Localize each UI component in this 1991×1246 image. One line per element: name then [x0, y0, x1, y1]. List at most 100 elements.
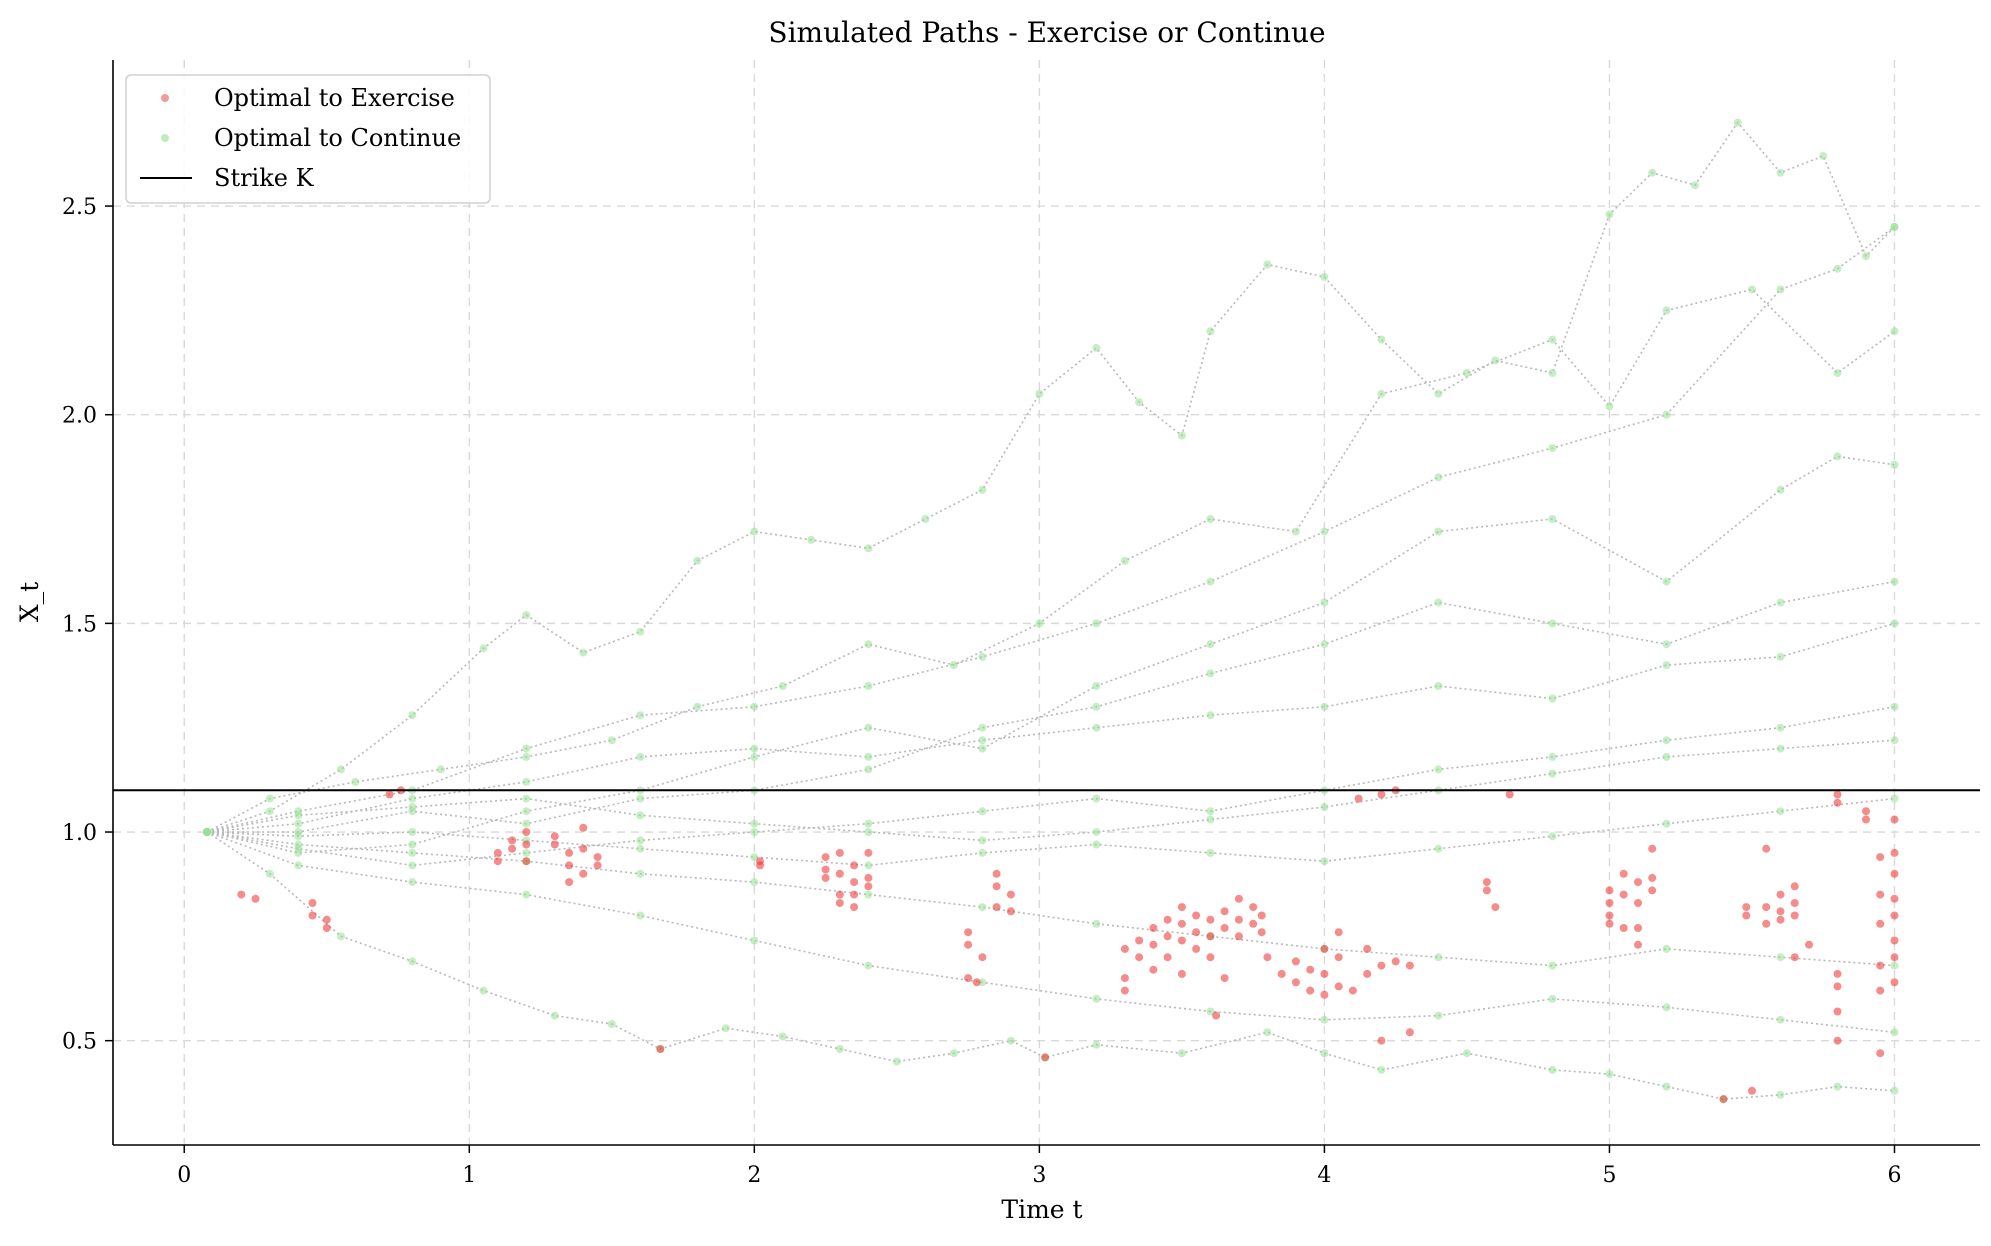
continue-point	[408, 794, 417, 803]
continue-point	[1548, 994, 1557, 1003]
continue-point	[1548, 961, 1557, 970]
continue-point	[1092, 343, 1101, 352]
continue-point	[337, 765, 345, 774]
exercise-point	[992, 882, 1001, 891]
exercise-point	[493, 848, 502, 857]
exercise-point	[1354, 794, 1363, 803]
continue-point	[1776, 285, 1785, 294]
exercise-point	[1790, 911, 1799, 920]
exercise-point	[1648, 886, 1657, 895]
continue-point	[408, 848, 417, 857]
exercise-point	[1163, 932, 1172, 941]
continue-point	[479, 986, 488, 995]
continue-point	[522, 744, 531, 753]
exercise-point	[1277, 969, 1286, 978]
continue-point	[1776, 485, 1785, 494]
continue-point	[1206, 711, 1215, 720]
continue-point	[1320, 527, 1329, 536]
continue-point	[978, 744, 987, 753]
continue-point	[1320, 273, 1329, 281]
continue-point	[1035, 389, 1044, 398]
continue-point	[1548, 335, 1557, 344]
exercise-point	[972, 978, 981, 987]
exercise-point	[1006, 890, 1015, 899]
x-tick-label: 1	[462, 1163, 476, 1188]
continue-point	[1092, 702, 1101, 711]
exercise-point	[1377, 961, 1386, 970]
exercise-point	[1491, 903, 1500, 912]
exercise-point	[1206, 953, 1215, 962]
continue-point	[1092, 994, 1101, 1003]
continue-point	[1320, 640, 1329, 649]
continue-point	[1006, 1036, 1015, 1045]
continue-point	[294, 832, 303, 841]
exercise-point	[579, 823, 588, 832]
exercise-point	[850, 878, 859, 887]
exercise-point	[508, 836, 517, 845]
continue-point	[1291, 527, 1300, 536]
exercise-point	[1257, 928, 1266, 937]
continue-point	[1206, 815, 1215, 824]
continue-point	[1263, 1028, 1272, 1037]
x-axis-label: Time t	[1001, 1195, 1082, 1224]
continue-point	[1890, 702, 1899, 711]
continue-point	[1648, 168, 1657, 177]
exercise-point	[237, 890, 246, 899]
legend-continue-label: Optimal to Continue	[214, 124, 461, 152]
exercise-point	[1377, 1036, 1386, 1045]
exercise-point	[1762, 903, 1771, 912]
continue-point	[1691, 181, 1699, 190]
path-line	[206, 739, 1895, 842]
continue-point	[1662, 736, 1671, 745]
continue-point	[778, 1032, 787, 1041]
continue-point	[294, 844, 303, 853]
continue-point	[1320, 702, 1329, 711]
continue-point	[1320, 598, 1329, 607]
exercise-point	[1605, 886, 1614, 895]
continue-point	[978, 807, 987, 816]
continue-point	[1491, 356, 1500, 365]
exercise-point	[1762, 844, 1771, 853]
y-tick-label: 0.5	[62, 1030, 97, 1055]
exercise-point	[1619, 869, 1628, 878]
exercise-point	[1890, 953, 1899, 962]
continue-point	[750, 744, 759, 753]
continue-point	[1206, 848, 1215, 857]
continue-point	[721, 1024, 730, 1033]
exercise-point	[522, 840, 531, 849]
exercise-point	[1177, 936, 1186, 945]
continue-point	[1434, 844, 1443, 853]
exercise-point	[1006, 907, 1015, 916]
exercise-point	[964, 974, 973, 983]
exercise-point	[835, 848, 844, 857]
x-tick-label: 0	[177, 1163, 191, 1188]
exercise-point	[1320, 990, 1329, 999]
path-line	[206, 455, 1895, 854]
continue-point	[1206, 640, 1215, 649]
continue-point	[807, 535, 816, 544]
exercise-point	[1263, 953, 1272, 962]
exercise-point	[1192, 911, 1201, 920]
exercise-point	[1890, 815, 1899, 824]
continue-point	[1434, 953, 1443, 962]
exercise-point	[1876, 890, 1885, 899]
exercise-point	[1212, 1011, 1221, 1020]
exercise-point	[1220, 974, 1229, 983]
continue-point	[1548, 515, 1557, 523]
exercise-point	[1619, 890, 1628, 899]
continue-point	[1548, 444, 1557, 453]
continue-point	[1092, 794, 1101, 803]
exercise-point	[1833, 982, 1842, 991]
exercise-point	[964, 940, 973, 949]
exercise-point	[1377, 790, 1386, 799]
grid	[113, 60, 1980, 1145]
legend-exercise-label: Optimal to Exercise	[214, 84, 455, 112]
exercise-point	[1320, 969, 1329, 978]
y-axis-label: X_t	[15, 582, 44, 622]
continue-point	[1092, 682, 1101, 690]
exercise-point	[1482, 886, 1491, 895]
continue-point	[337, 932, 345, 941]
continue-point	[978, 485, 987, 494]
continue-point	[1548, 752, 1557, 761]
